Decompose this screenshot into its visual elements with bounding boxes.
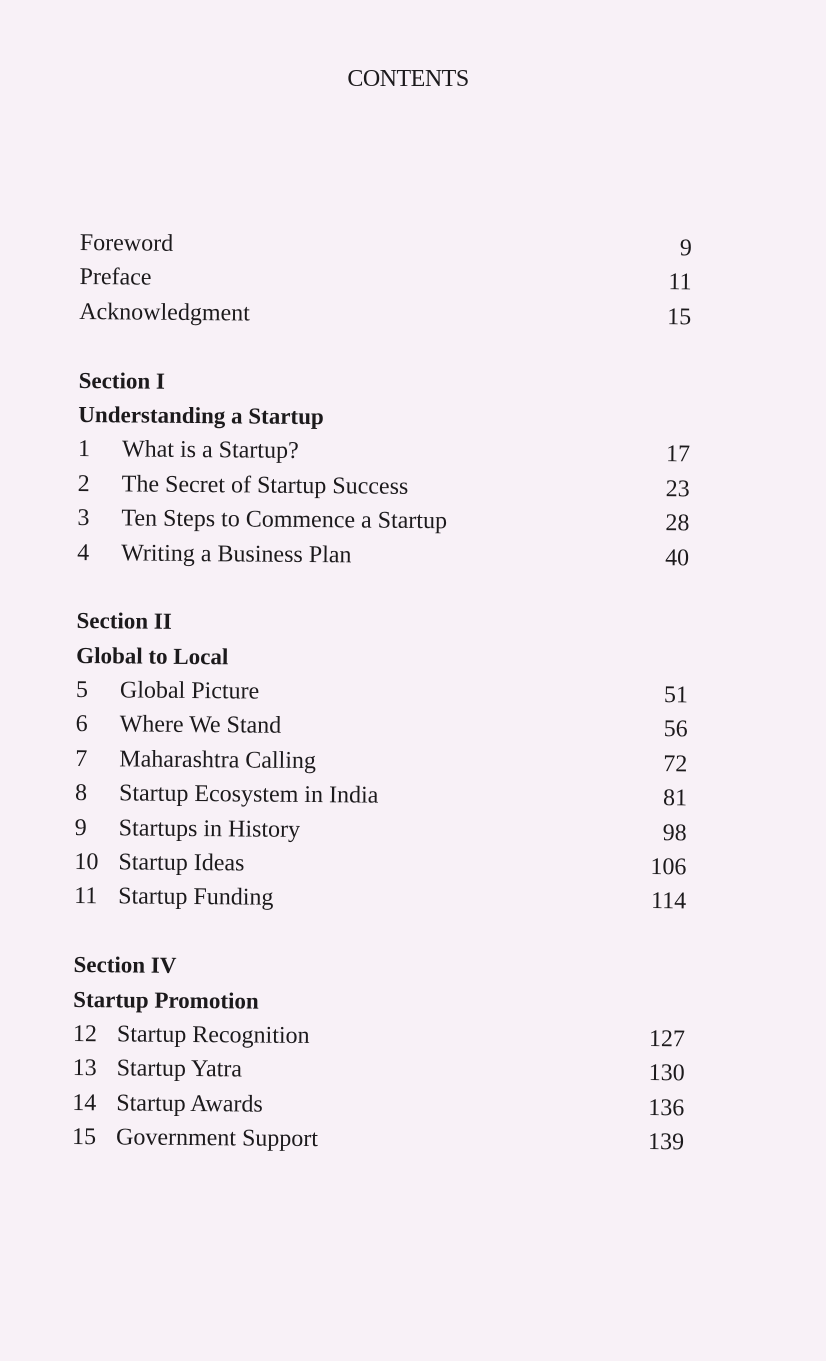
entry-page: 28: [665, 510, 690, 537]
entry-title: Government Support: [115, 1124, 319, 1153]
entry-page: 17: [665, 441, 691, 468]
toc-entry: 15 Government Support 139: [72, 1120, 684, 1160]
entry-title: Startup Yatra: [116, 1055, 243, 1083]
spacer: [74, 914, 686, 954]
chapter-number: 12: [72, 1020, 98, 1048]
toc-entry: 13 Startup Yatra 130: [72, 1051, 685, 1091]
section-label: Section I: [78, 367, 166, 394]
entry-title: Startup Funding: [118, 883, 274, 912]
toc-entry: 10 Startup Ideas 106: [74, 845, 686, 885]
entry-title: Startup Ideas: [118, 849, 245, 877]
toc-entry: Acknowledgment 15: [79, 295, 691, 335]
section-heading: Startup Promotion: [73, 986, 259, 1014]
toc-entry: 5 Global Picture 51: [76, 673, 688, 713]
entry-title: Maharashtra Calling: [119, 746, 317, 774]
entry-page: 11: [668, 269, 692, 296]
entry-page: 106: [650, 854, 687, 881]
chapter-number: 8: [74, 780, 88, 807]
entry-title: Foreword: [79, 229, 174, 257]
toc-entry: 1 What is a Startup? 17: [78, 432, 690, 472]
spacer: [77, 570, 689, 610]
entry-page: 114: [650, 888, 687, 915]
entry-page: 127: [648, 1025, 686, 1053]
chapter-number: 6: [75, 711, 88, 738]
toc-entry: 2 The Secret of Startup Success 23: [78, 467, 690, 507]
table-of-contents: Foreword 9 Preface 11 Acknowledgment 15 Sectio…: [72, 226, 692, 1160]
entry-title: Writing a Business Plan: [121, 539, 352, 568]
toc-entry: 6 Where We Stand 56: [75, 707, 688, 747]
chapter-number: 2: [77, 470, 90, 497]
chapter-number: 14: [72, 1089, 97, 1116]
chapter-number: 10: [74, 849, 99, 876]
entry-page: 81: [662, 785, 688, 812]
entry-page: 51: [663, 682, 689, 709]
entry-title: Startup Recognition: [116, 1021, 310, 1050]
entry-page: 9: [679, 235, 692, 262]
entry-page: 139: [647, 1129, 685, 1156]
toc-entry: 14 Startup Awards 136: [72, 1086, 684, 1126]
chapter-number: 9: [74, 814, 87, 841]
entry-title: Preface: [79, 264, 152, 292]
toc-entry: 11 Startup Funding 114: [74, 879, 686, 919]
chapter-number: 15: [71, 1124, 97, 1151]
chapter-number: 7: [75, 745, 88, 772]
section-heading: Global to Local: [76, 642, 229, 669]
entry-title: The Secret of Startup Success: [121, 471, 409, 500]
chapter-number: 5: [75, 677, 89, 704]
entry-title: Ten Steps to Commence a Startup: [121, 505, 448, 535]
entry-page: 40: [665, 544, 690, 571]
toc-entry: Foreword 9: [80, 226, 692, 266]
entry-page: 72: [663, 750, 688, 778]
entry-title: What is a Startup?: [121, 436, 299, 465]
entry-page: 136: [648, 1094, 685, 1122]
toc-entry: 3 Ten Steps to Commence a Startup 28: [77, 501, 689, 541]
entry-page: 98: [662, 819, 687, 846]
entry-title: Where We Stand: [119, 711, 282, 740]
toc-entry: 12 Startup Recognition 127: [73, 1017, 685, 1057]
chapter-number: 1: [77, 436, 91, 463]
entry-page: 130: [648, 1060, 685, 1087]
entry-title: Startups in History: [118, 815, 301, 843]
chapter-number: 3: [77, 505, 90, 532]
entry-title: Startup Awards: [116, 1090, 263, 1118]
section-heading: Understanding a Startup: [78, 401, 324, 430]
toc-entry: 9 Startups in History 98: [75, 811, 687, 851]
chapter-number: 4: [77, 539, 90, 566]
entry-page: 56: [663, 716, 688, 743]
page-title: CONTENTS: [347, 66, 469, 92]
entry-title: Global Picture: [119, 677, 260, 705]
toc-entry: 4 Writing a Business Plan 40: [77, 536, 689, 576]
section-label: Section IV: [73, 952, 177, 979]
entry-title: Acknowledgment: [79, 298, 250, 327]
entry-page: 23: [665, 475, 690, 503]
toc-entry: Preface 11: [79, 260, 691, 300]
entry-page: 15: [667, 303, 692, 331]
entry-title: Startup Ecosystem in India: [118, 780, 379, 809]
chapter-number: 11: [74, 883, 98, 910]
toc-entry: 7 Maharashtra Calling 72: [75, 742, 687, 782]
section-label: Section II: [76, 608, 172, 635]
toc-entry: 8 Startup Ecosystem in India 81: [75, 776, 687, 816]
spacer: [79, 329, 691, 369]
chapter-number: 13: [72, 1055, 97, 1082]
